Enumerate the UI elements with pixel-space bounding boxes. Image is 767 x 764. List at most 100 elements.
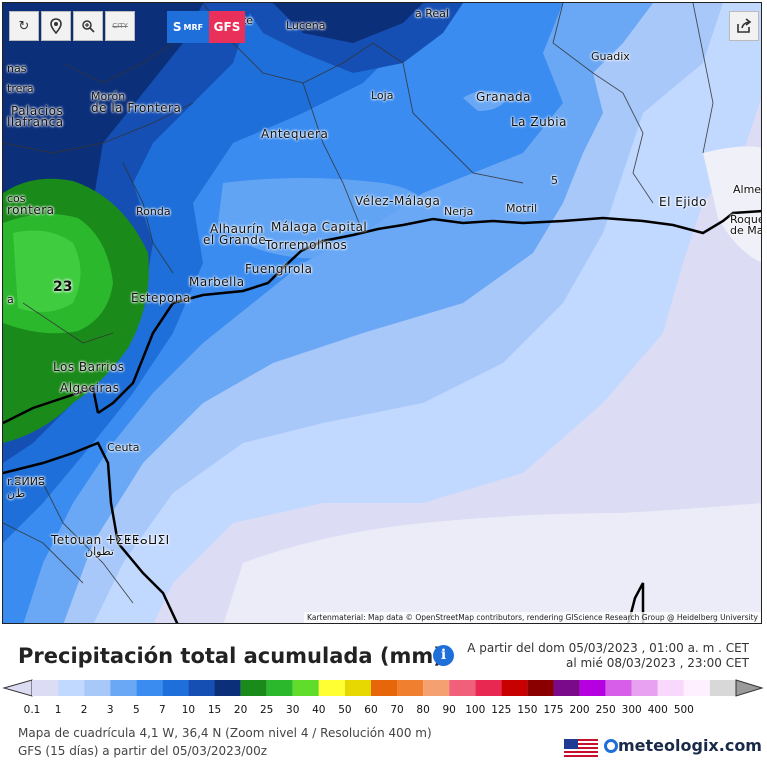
place-label: trera (7, 82, 34, 95)
legend-tick-label: 20 (233, 704, 248, 716)
legend-swatch (709, 680, 736, 696)
legend-tick-label: 300 (621, 704, 642, 716)
brand-icon (604, 739, 618, 753)
place-label: Alhaurín (210, 222, 264, 236)
place-label: cos (7, 192, 26, 205)
refresh-icon: ↻ (18, 18, 30, 34)
legend-tick-label: 5 (132, 704, 140, 716)
place-label: Nerja (444, 205, 474, 218)
legend-swatch (397, 680, 424, 696)
place-label: Motril (506, 202, 538, 215)
place-label: Marbella (189, 275, 245, 289)
legend-tick-label: 2 (80, 704, 88, 716)
model-info: GFS (15 días) a partir del 05/03/2023/00… (18, 744, 268, 758)
place-label: Roque (730, 213, 762, 226)
legend-swatch (266, 680, 293, 696)
location-pin-icon (50, 18, 62, 34)
date-to: al mié 08/03/2023 , 23:00 CET (565, 656, 749, 670)
legend-swatch (240, 680, 267, 696)
precipitation-value-label: 23 (53, 279, 73, 295)
place-label: Estepona (131, 291, 191, 305)
place-label: El Ejido (659, 195, 707, 209)
legend-swatch (631, 680, 658, 696)
place-label: Lucena (286, 19, 326, 32)
legend-tick-label: 500 (673, 704, 694, 716)
share-icon (737, 18, 752, 33)
legend-tick-label: 90 (442, 704, 456, 716)
refresh-button[interactable]: ↻ (9, 11, 39, 41)
place-label: Antequera (261, 127, 329, 141)
date-from: A partir del dom 05/03/2023 , 01:00 a. m… (467, 641, 749, 655)
map-title: Precipitación total acumulada (mm) (18, 644, 443, 668)
legend-swatch (449, 680, 476, 696)
place-label: nas (7, 62, 27, 75)
map-attribution: Kartenmaterial: Map data © OpenStreetMap… (304, 612, 761, 623)
legend-swatch (110, 680, 137, 696)
legend-swatch (423, 680, 450, 696)
place-label: ﺗﻄﻮﺍﻥ (85, 545, 114, 558)
legend-tick-label: 0.1 (23, 704, 41, 716)
place-label: de la Frontera (91, 101, 182, 115)
share-button[interactable] (729, 11, 759, 41)
legend-tick-label: 50 (338, 704, 352, 716)
place-label: Morón (91, 90, 126, 103)
info-icon[interactable]: i (433, 645, 454, 666)
us-flag-icon[interactable] (564, 739, 598, 757)
legend-swatch (553, 680, 580, 696)
legend-swatch (318, 680, 345, 696)
legend-swatch (162, 680, 189, 696)
place-label: Vélez-Málaga (355, 194, 441, 208)
legend-tick-label: 100 (465, 704, 486, 716)
legend-tick-label: 150 (517, 704, 538, 716)
place-label: el Grande (203, 233, 267, 247)
place-label: rontera (7, 203, 55, 217)
grid-info: Mapa de cuadrícula 4,1 W, 36,4 N (Zoom n… (18, 726, 432, 740)
legend-tick-label: 70 (390, 704, 404, 716)
place-label: Málaga Capital (271, 220, 368, 234)
place-label: a Real (415, 7, 449, 20)
model-smrf-button[interactable]: S MRF (167, 11, 209, 43)
legend-swatch (84, 680, 111, 696)
place-label: r.ⴻⵍⵍⵓ (7, 475, 45, 488)
legend-swatch (475, 680, 502, 696)
place-label: Tetouan ⵜⵉⵟⵟⴰⵡⵉⵏ (51, 533, 170, 547)
place-label: Palacios (11, 104, 64, 118)
color-legend-bar (2, 679, 764, 697)
location-button[interactable] (41, 11, 71, 41)
legend-tick-label: 30 (286, 704, 300, 716)
place-label: Los Barrios (53, 360, 125, 374)
legend-swatch (292, 680, 319, 696)
legend-tick-label: 1 (54, 704, 62, 716)
place-label: llafranca (7, 115, 64, 129)
legend-tick-label: 80 (416, 704, 430, 716)
legend-swatch (188, 680, 215, 696)
legend-swatch (657, 680, 684, 696)
zoom-icon (82, 20, 95, 33)
place-label: ﻁﻥ (7, 487, 26, 500)
zoom-button[interactable] (73, 11, 103, 41)
brand-logo[interactable]: meteologix.com (604, 736, 762, 755)
model-gfs-button[interactable]: GFS (209, 11, 245, 43)
legend-swatch (344, 680, 371, 696)
place-label: Algeciras (60, 381, 120, 395)
legend-swatch (683, 680, 710, 696)
place-label: Torremolinos (265, 238, 348, 252)
legend-swatch (605, 680, 632, 696)
place-label: Granada (476, 90, 532, 104)
legend-swatch (370, 680, 398, 696)
legend-tick-label: 60 (364, 704, 378, 716)
legend-swatch (579, 680, 606, 696)
legend-tick-label: 15 (207, 704, 222, 716)
legend-tick-label: 7 (159, 704, 166, 716)
place-label: 5 (551, 174, 558, 187)
city-toggle-button[interactable]: CITY (105, 11, 135, 41)
legend-tick-label: 200 (569, 704, 590, 716)
legend-tick-label: 125 (491, 704, 512, 716)
place-label: Ceuta (107, 441, 140, 454)
place-label: Guadix (591, 50, 630, 63)
place-label: de Ma (730, 224, 762, 237)
place-label: Fuengirola (245, 262, 313, 276)
legend-swatch (501, 680, 528, 696)
legend-arrow-right (735, 679, 764, 697)
